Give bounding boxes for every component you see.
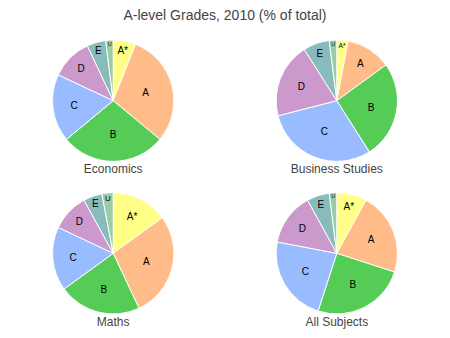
svg-text:D: D: [76, 216, 83, 227]
svg-text:E: E: [316, 48, 323, 59]
svg-text:B: B: [349, 279, 356, 290]
svg-text:Maths: Maths: [97, 315, 130, 329]
svg-text:A*: A*: [127, 211, 138, 222]
svg-text:D: D: [299, 223, 306, 234]
svg-text:Economics: Economics: [84, 162, 143, 176]
svg-text:A*: A*: [117, 45, 128, 56]
svg-text:A-level Grades, 2010 (% of tot: A-level Grades, 2010 (% of total): [123, 7, 326, 23]
svg-text:C: C: [302, 266, 309, 277]
svg-text:B: B: [110, 129, 117, 140]
svg-text:E: E: [92, 198, 99, 209]
svg-text:A: A: [142, 87, 149, 98]
svg-text:Business Studies: Business Studies: [291, 162, 383, 176]
svg-text:U: U: [331, 193, 335, 199]
svg-text:C: C: [70, 100, 77, 111]
svg-text:C: C: [70, 252, 77, 263]
svg-text:A*: A*: [344, 201, 355, 212]
svg-text:U: U: [108, 41, 112, 47]
svg-text:C: C: [321, 126, 328, 137]
svg-text:A: A: [357, 58, 364, 69]
svg-text:E: E: [95, 45, 102, 56]
svg-text:D: D: [298, 81, 305, 92]
svg-text:All Subjects: All Subjects: [305, 315, 368, 329]
svg-text:B: B: [100, 284, 107, 295]
svg-text:A: A: [368, 234, 375, 245]
svg-text:B: B: [368, 102, 375, 113]
svg-text:D: D: [78, 63, 85, 74]
svg-text:U: U: [331, 41, 335, 47]
svg-text:A: A: [143, 256, 150, 267]
svg-text:E: E: [318, 199, 325, 210]
svg-text:A*: A*: [338, 42, 346, 49]
svg-text:U: U: [105, 194, 111, 203]
